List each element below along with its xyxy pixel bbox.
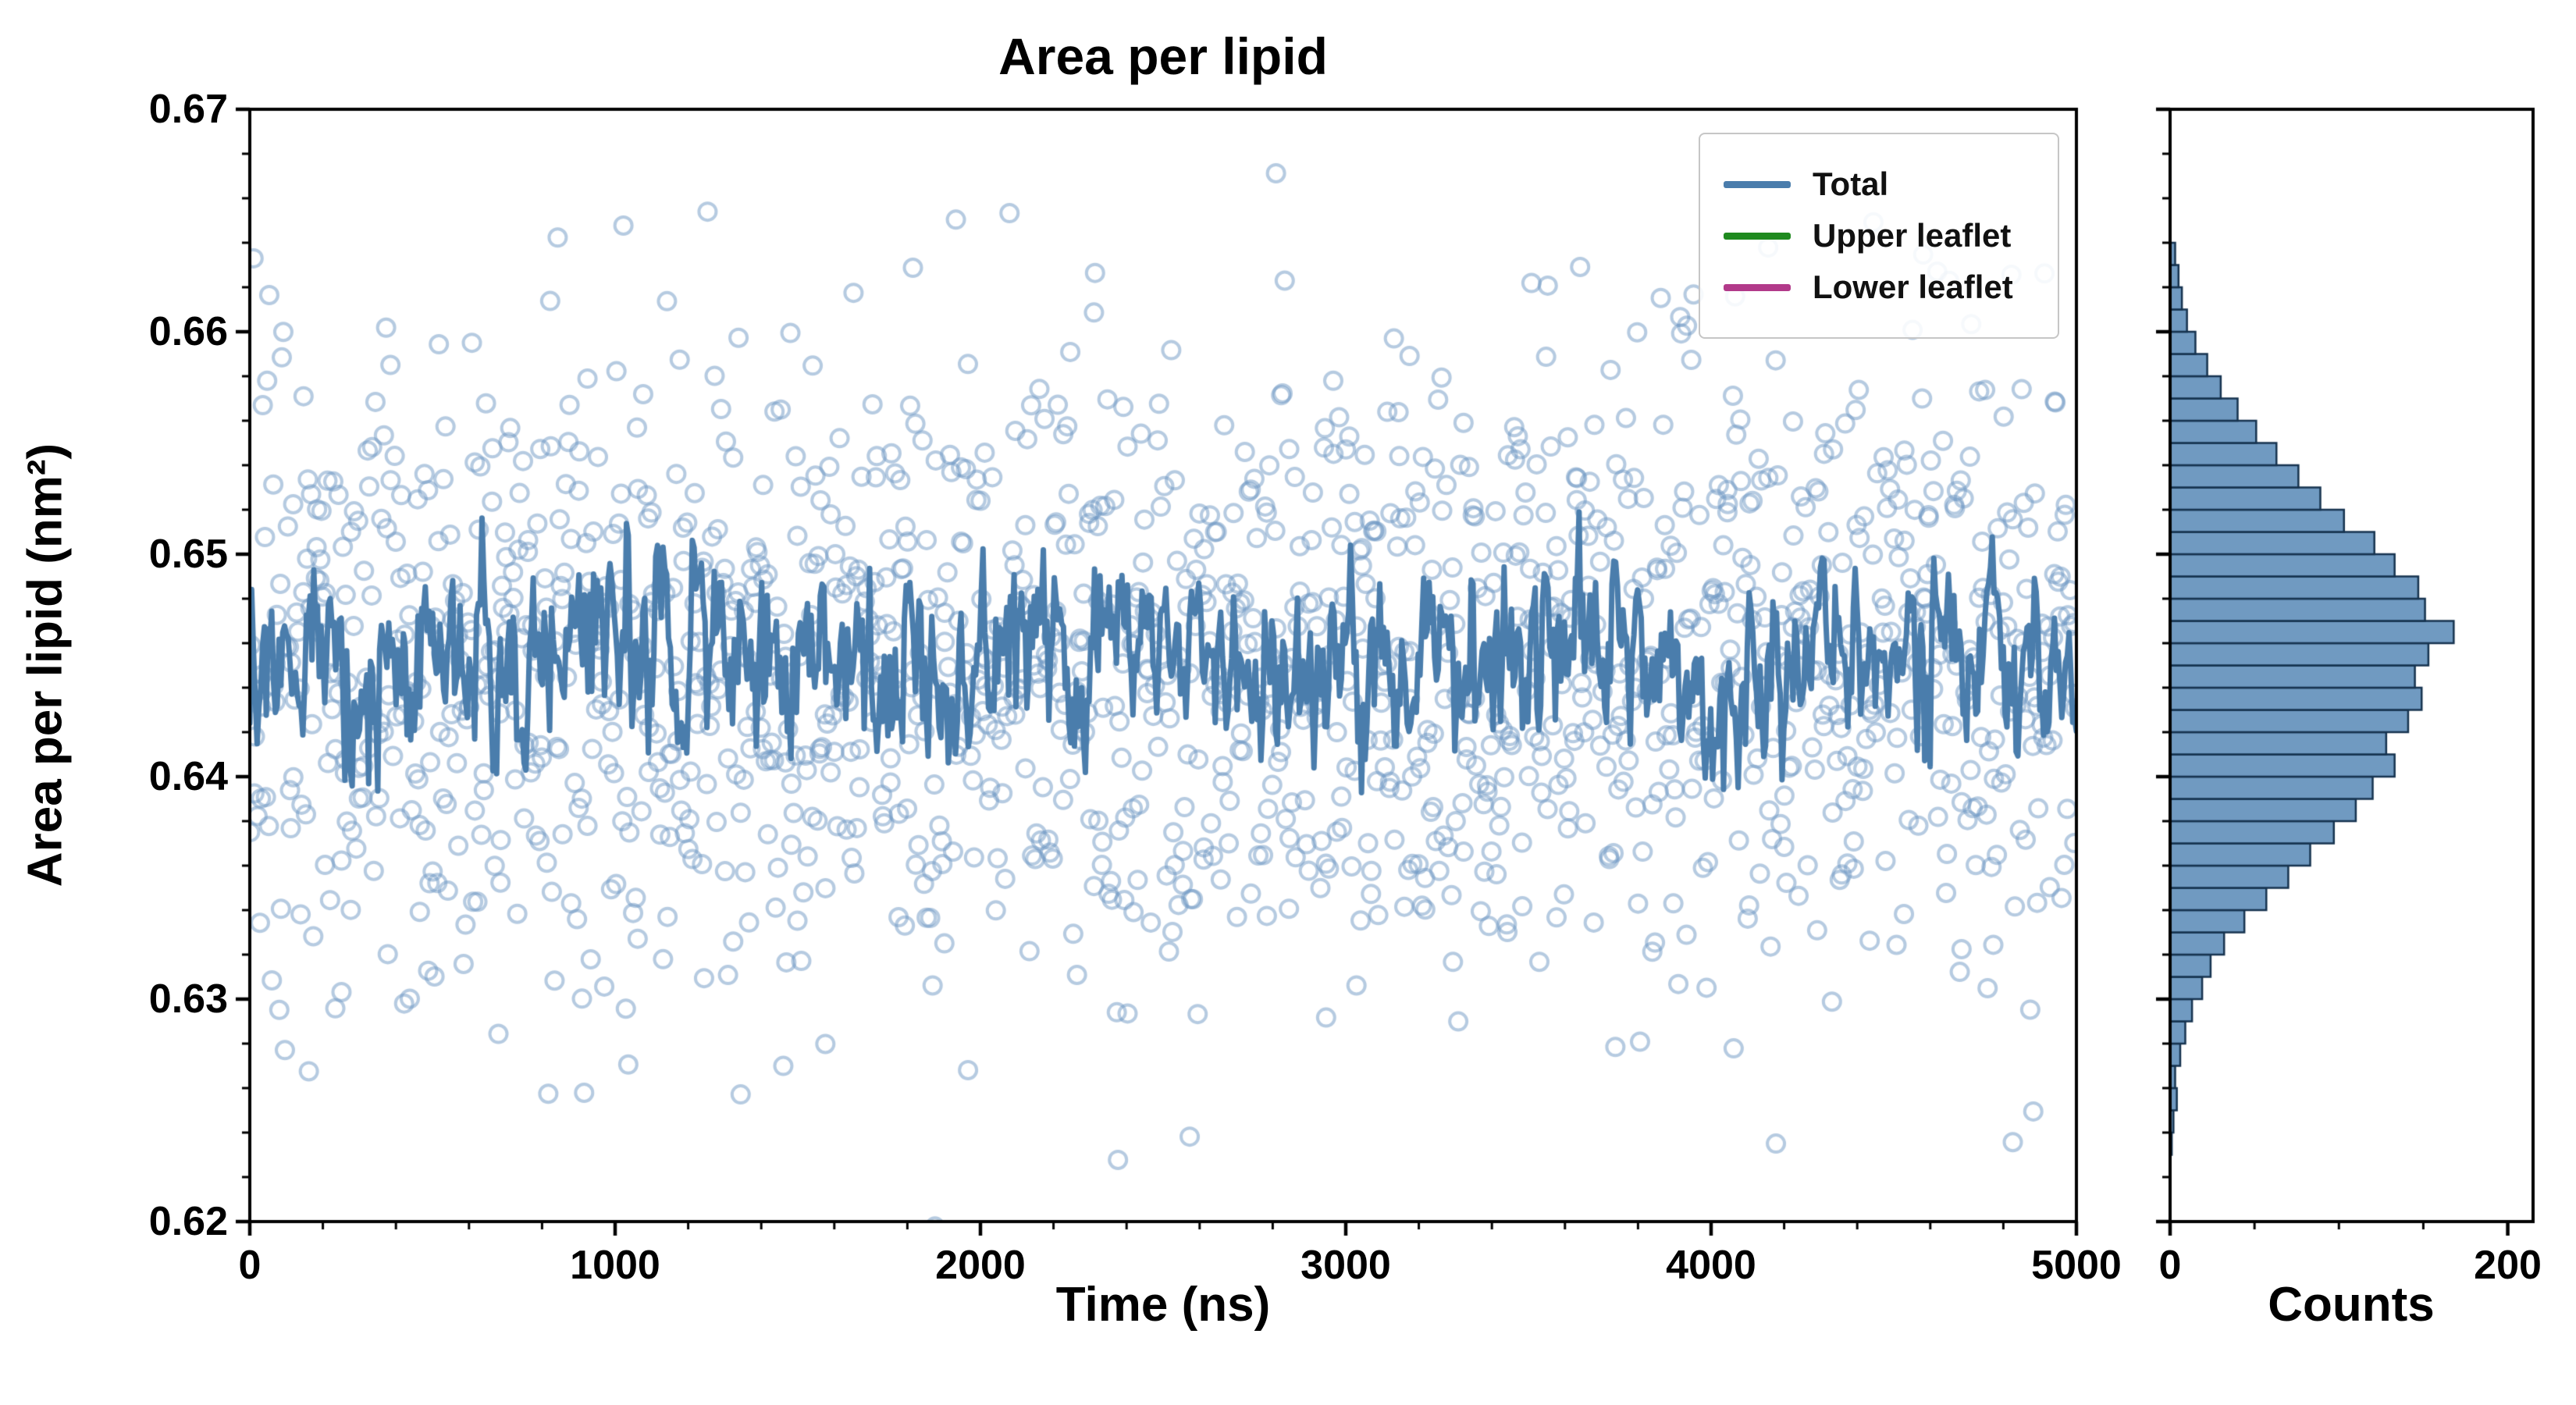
legend-swatch-total bbox=[1724, 180, 1791, 188]
legend-swatch-lower-leaflet bbox=[1724, 283, 1791, 291]
legend-entry-upper-leaflet: Upper leaflet bbox=[1724, 217, 2034, 254]
legend-label-upper-leaflet: Upper leaflet bbox=[1813, 217, 2012, 254]
legend-swatch-upper-leaflet bbox=[1724, 232, 1791, 240]
legend-entry-lower-leaflet: Lower leaflet bbox=[1724, 269, 2034, 306]
legend-entry-total: Total bbox=[1724, 165, 2034, 203]
legend-label-lower-leaflet: Lower leaflet bbox=[1813, 269, 2013, 305]
legend: Total Upper leaflet Lower leaflet bbox=[1699, 133, 2059, 339]
legend-label-total: Total bbox=[1813, 165, 1889, 202]
